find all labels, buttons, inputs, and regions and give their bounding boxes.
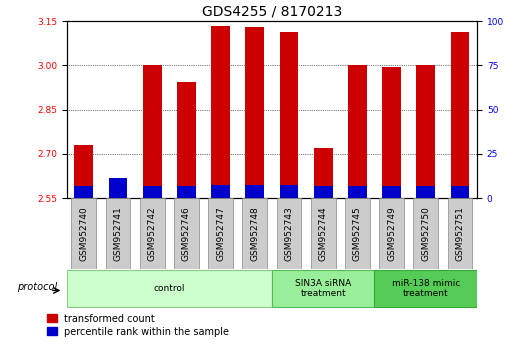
Text: GSM952741: GSM952741 [113, 206, 123, 261]
FancyBboxPatch shape [71, 198, 96, 269]
FancyBboxPatch shape [140, 198, 165, 269]
Text: GSM952750: GSM952750 [421, 206, 430, 261]
Bar [211, 185, 230, 198]
Bar [382, 67, 401, 198]
Bar [450, 187, 469, 198]
Text: GSM952749: GSM952749 [387, 206, 396, 261]
FancyBboxPatch shape [379, 198, 404, 269]
Text: protocol: protocol [16, 281, 57, 292]
FancyBboxPatch shape [272, 270, 374, 307]
Text: GSM952742: GSM952742 [148, 206, 156, 261]
FancyBboxPatch shape [208, 198, 233, 269]
Bar [74, 187, 93, 198]
Bar [280, 32, 299, 198]
Legend: transformed count, percentile rank within the sample: transformed count, percentile rank withi… [43, 310, 233, 341]
FancyBboxPatch shape [448, 198, 472, 269]
FancyBboxPatch shape [311, 198, 336, 269]
Bar [314, 187, 332, 198]
Bar [74, 145, 93, 198]
FancyBboxPatch shape [277, 198, 301, 269]
Bar [417, 187, 435, 198]
Bar [348, 65, 367, 198]
FancyBboxPatch shape [413, 198, 438, 269]
Bar [109, 197, 127, 198]
Text: GSM952745: GSM952745 [353, 206, 362, 261]
Text: GSM952748: GSM952748 [250, 206, 259, 261]
Text: GSM952746: GSM952746 [182, 206, 191, 261]
Text: miR-138 mimic
treatment: miR-138 mimic treatment [391, 279, 460, 298]
Bar [177, 187, 196, 198]
Bar [245, 185, 264, 198]
Text: GSM952744: GSM952744 [319, 206, 328, 261]
Text: control: control [153, 284, 185, 293]
Bar [143, 65, 162, 198]
FancyBboxPatch shape [345, 198, 370, 269]
Bar [177, 82, 196, 198]
Text: GSM952751: GSM952751 [456, 206, 464, 261]
FancyBboxPatch shape [106, 198, 130, 269]
Bar [348, 187, 367, 198]
Text: GSM952747: GSM952747 [216, 206, 225, 261]
Bar [280, 185, 299, 198]
FancyBboxPatch shape [243, 198, 267, 269]
FancyBboxPatch shape [67, 270, 272, 307]
Text: SIN3A siRNA
treatment: SIN3A siRNA treatment [295, 279, 351, 298]
Text: GSM952740: GSM952740 [80, 206, 88, 261]
Bar [143, 187, 162, 198]
Title: GDS4255 / 8170213: GDS4255 / 8170213 [202, 5, 342, 19]
Bar [417, 65, 435, 198]
Bar [382, 187, 401, 198]
Bar [109, 178, 127, 198]
Bar [245, 27, 264, 198]
Bar [450, 32, 469, 198]
Bar [211, 25, 230, 198]
FancyBboxPatch shape [374, 270, 477, 307]
FancyBboxPatch shape [174, 198, 199, 269]
Text: GSM952743: GSM952743 [285, 206, 293, 261]
Bar [314, 148, 332, 198]
